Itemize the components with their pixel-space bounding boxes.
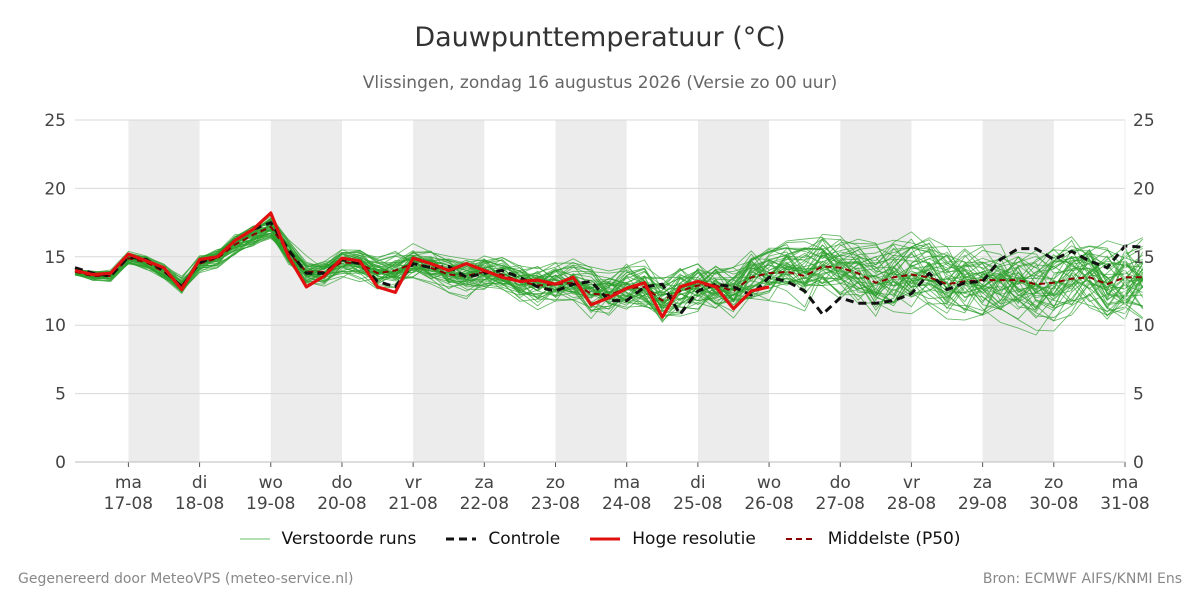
x-tick-date: 20-08 — [317, 494, 366, 514]
legend-swatch-median — [785, 538, 816, 540]
x-tick-day: wo — [259, 473, 283, 493]
x-tick-day: zo — [546, 473, 565, 493]
legend-item-highres[interactable]: Hoge resolutie — [590, 529, 756, 549]
x-tick-day: do — [331, 473, 352, 493]
legend-label-control: Controle — [488, 529, 561, 549]
x-tick-day: za — [973, 473, 992, 493]
x-tick-day: di — [690, 473, 706, 493]
y-tick-left: 0 — [55, 453, 66, 473]
x-tick-date: 21-08 — [388, 494, 437, 514]
y-tick-left: 5 — [55, 385, 66, 405]
x-tick-date: 24-08 — [602, 494, 651, 514]
x-tick-date: 18-08 — [175, 494, 224, 514]
x-tick-date: 19-08 — [246, 494, 295, 514]
x-tick-date: 23-08 — [531, 494, 580, 514]
x-tick-day: zo — [1044, 473, 1063, 493]
legend-swatch-control — [446, 537, 477, 541]
x-tick-day: ma — [613, 473, 640, 493]
legend-label-median: Middelste (P50) — [827, 529, 961, 549]
y-tick-right: 10 — [1133, 316, 1155, 336]
ensemble-member-line — [74, 229, 1144, 313]
x-tick-date: 27-08 — [816, 494, 865, 514]
x-tick-date: 25-08 — [673, 494, 722, 514]
y-tick-right: 15 — [1133, 248, 1155, 268]
legend: Verstoorde runs Controle Hoge resolutie … — [0, 529, 1200, 549]
chart-title: Dauwpunttemperatuur (°C) — [414, 22, 786, 53]
ensemble-member-line — [74, 228, 1144, 321]
x-tick-day: ma — [1112, 473, 1139, 493]
legend-label-perturbed: Verstoorde runs — [281, 529, 417, 549]
x-tick-date: 26-08 — [744, 494, 793, 514]
ensemble-member-line — [74, 232, 1143, 320]
x-tick-date: 31-08 — [1100, 494, 1149, 514]
control-line — [74, 221, 1143, 316]
x-tick-date: 29-08 — [958, 494, 1007, 514]
y-tick-right: 20 — [1133, 179, 1155, 199]
weekday-shade — [128, 120, 200, 462]
x-tick-date: 28-08 — [887, 494, 936, 514]
x-tick-day: wo — [757, 473, 781, 493]
legend-item-perturbed[interactable]: Verstoorde runs — [239, 529, 417, 549]
y-tick-right: 0 — [1133, 453, 1144, 473]
legend-item-median[interactable]: Middelste (P50) — [785, 529, 961, 549]
y-tick-left: 25 — [44, 111, 66, 131]
weekday-shade — [270, 120, 342, 462]
legend-swatch-highres — [590, 537, 621, 541]
y-tick-left: 10 — [44, 316, 66, 336]
y-tick-right: 25 — [1133, 111, 1155, 131]
y-tick-left: 15 — [44, 248, 66, 268]
footer-source: Bron: ECMWF AIFS/KNMI Ens — [982, 571, 1182, 587]
x-tick-date: 17-08 — [104, 494, 153, 514]
legend-swatch-perturbed — [239, 538, 270, 540]
highres-line — [74, 211, 770, 319]
x-tick-date: 30-08 — [1029, 494, 1078, 514]
weekday-shade — [413, 120, 485, 462]
x-tick-date: 22-08 — [460, 494, 509, 514]
x-tick-day: ma — [115, 473, 142, 493]
ensemble-member-line — [74, 222, 1144, 323]
x-tick-day: vr — [405, 473, 422, 493]
x-tick-day: za — [475, 473, 494, 493]
x-tick-day: vr — [903, 473, 920, 493]
footer-generator: Gegenereerd door MeteoVPS (meteo-service… — [18, 571, 354, 587]
x-tick-day: di — [192, 473, 208, 493]
x-tick-day: do — [830, 473, 851, 493]
y-tick-right: 5 — [1133, 385, 1144, 405]
legend-item-control[interactable]: Controle — [446, 529, 560, 549]
median-line — [74, 225, 1143, 302]
chart-subtitle: Vlissingen, zondag 16 augustus 2026 (Ver… — [362, 73, 838, 93]
y-tick-left: 20 — [44, 179, 66, 199]
legend-label-highres: Hoge resolutie — [632, 529, 756, 549]
